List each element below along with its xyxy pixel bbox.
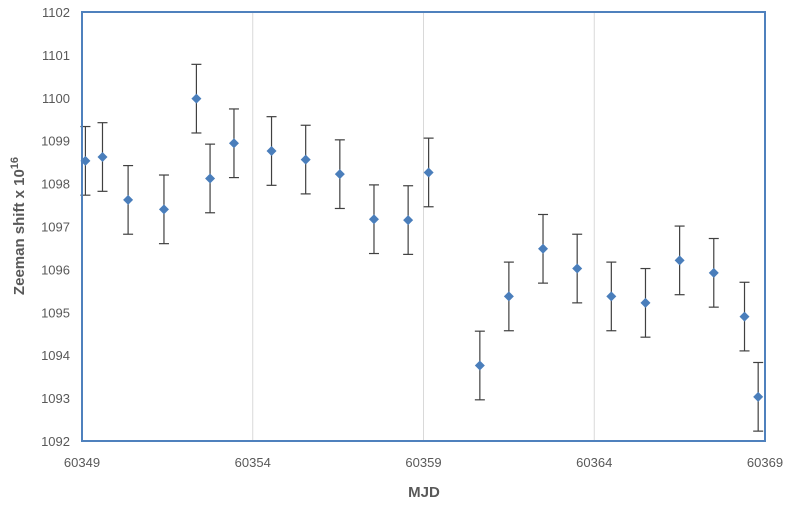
data-point-marker (205, 173, 216, 184)
data-points (80, 93, 764, 402)
data-point-marker (266, 145, 277, 156)
y-tick-label: 1099 (41, 134, 70, 149)
data-point-marker (572, 263, 583, 274)
y-tick-label: 1092 (41, 434, 70, 449)
y-axis-title-text: Zeeman shift x 10 (11, 169, 28, 295)
data-point-marker (334, 169, 345, 180)
x-tick-labels: 60349 60354 60359 60364 60369 (64, 455, 783, 470)
x-tick-label: 60369 (747, 455, 783, 470)
data-point-marker (123, 194, 134, 205)
data-point-marker (674, 255, 685, 266)
data-point-marker (368, 214, 379, 225)
y-axis-title: Zeeman shift x 1016 (9, 157, 28, 295)
y-axis-title-superscript: 16 (9, 157, 21, 169)
plot-frame (81, 11, 766, 442)
data-point-marker (503, 291, 514, 302)
y-tick-label: 1094 (41, 348, 70, 363)
x-tick-label: 60364 (576, 455, 612, 470)
data-point-marker (228, 138, 239, 149)
data-point-marker (423, 167, 434, 178)
data-point-marker (739, 311, 750, 322)
data-point-marker (708, 267, 719, 278)
data-point-marker (474, 360, 485, 371)
data-point-marker (403, 215, 414, 226)
y-tick-label: 1102 (42, 5, 70, 20)
y-tick-label: 1096 (41, 262, 70, 277)
data-point-marker (753, 391, 764, 402)
data-point-marker (606, 291, 617, 302)
error-bars (80, 63, 764, 432)
y-tick-labels: 1092 1093 1094 1095 1096 1097 1098 1099 1100 1101… (41, 5, 70, 449)
x-axis-title: MJD (408, 484, 440, 501)
y-tick-label: 1097 (41, 220, 70, 235)
x-tick-label: 60354 (235, 455, 271, 470)
data-point-marker (191, 93, 202, 104)
y-tick-label: 1098 (41, 177, 70, 192)
y-tick-label: 1101 (42, 48, 70, 63)
gridlines (252, 12, 595, 441)
y-tick-label: 1095 (41, 305, 70, 320)
data-point-marker (640, 297, 651, 308)
x-tick-label: 60349 (64, 455, 100, 470)
y-tick-label: 1093 (41, 391, 70, 406)
data-point-marker (538, 243, 549, 254)
data-point-marker (158, 204, 169, 215)
data-point-marker (300, 154, 311, 165)
x-tick-label: 60359 (405, 455, 441, 470)
y-tick-label: 1100 (42, 91, 70, 106)
data-point-marker (97, 152, 108, 163)
